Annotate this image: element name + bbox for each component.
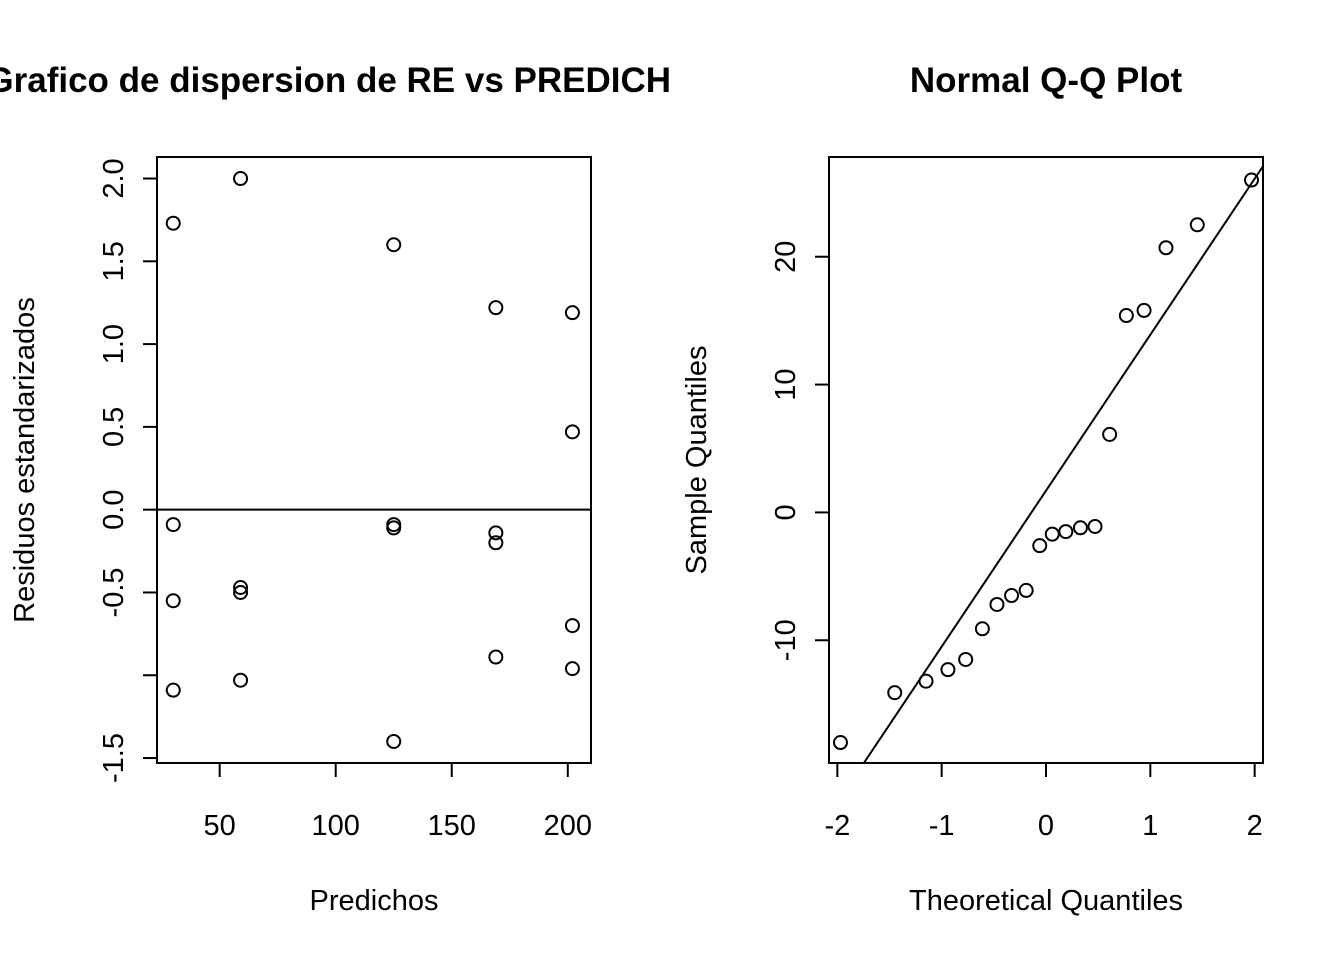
residual-point xyxy=(386,733,402,749)
residual-x-axis: 50 100 150 200 xyxy=(204,762,592,842)
qq-point xyxy=(1072,520,1088,536)
qq-point xyxy=(1044,526,1060,542)
residual-point xyxy=(564,424,580,440)
qq-y-tick-label: -10 xyxy=(770,619,802,661)
residual-point xyxy=(386,237,402,253)
residual-plot-frame xyxy=(156,156,592,764)
residual-point xyxy=(488,525,504,541)
residual-x-tick-label: 100 xyxy=(312,810,360,842)
residual-y-tick-label: 0.0 xyxy=(98,490,130,530)
residual-y-tick-label: -1.5 xyxy=(98,733,130,783)
qq-point xyxy=(1087,518,1103,534)
qq-point xyxy=(918,673,934,689)
residual-point xyxy=(488,300,504,316)
qq-plot-title: Normal Q-Q Plot xyxy=(910,61,1183,100)
qq-point xyxy=(1244,172,1260,188)
residual-y-axis-label: Residuos estandarizados xyxy=(9,297,41,623)
qq-point xyxy=(1189,217,1205,233)
qq-point xyxy=(887,685,903,701)
qq-point xyxy=(1058,524,1074,540)
qq-x-tick-label: 1 xyxy=(1142,810,1158,842)
qq-point xyxy=(974,621,990,637)
qq-y-axis-label: Sample Quantiles xyxy=(681,346,713,575)
qq-x-tick-label: 0 xyxy=(1038,810,1054,842)
qq-x-tick-label: -2 xyxy=(824,810,850,842)
qq-point xyxy=(1118,308,1134,324)
residual-y-tick-label: 0.5 xyxy=(98,407,130,447)
qq-x-axis: -2 -1 0 1 2 xyxy=(824,762,1263,842)
qq-plot-frame xyxy=(828,156,1264,764)
residual-x-tick-label: 200 xyxy=(544,810,592,842)
qq-point xyxy=(1158,240,1174,256)
residual-scatter-panel: Grafico de dispersion de RE vs PREDICHOS… xyxy=(0,61,722,917)
residual-point xyxy=(488,649,504,665)
residual-point xyxy=(386,520,402,536)
qq-reference-line-group xyxy=(862,165,1263,763)
residual-x-tick-label: 150 xyxy=(428,810,476,842)
qq-point xyxy=(1004,588,1020,604)
residual-y-tick-label: 2.0 xyxy=(98,158,130,198)
qq-points xyxy=(832,172,1260,751)
qq-point xyxy=(1032,538,1048,554)
qq-y-axis: -10 0 10 20 xyxy=(770,241,830,661)
residual-point xyxy=(233,584,249,600)
qq-point xyxy=(1018,582,1034,598)
qq-point xyxy=(1102,426,1118,442)
qq-x-tick-label: 2 xyxy=(1247,810,1263,842)
qq-x-tick-label: -1 xyxy=(929,810,955,842)
qq-point xyxy=(940,662,956,678)
qq-point xyxy=(1136,302,1152,318)
qq-point xyxy=(958,651,974,667)
residual-plot-title: Grafico de dispersion de RE vs PREDICHOS xyxy=(0,61,722,100)
residual-point xyxy=(165,682,181,698)
residual-points xyxy=(165,171,580,749)
residual-y-tick-label: 1.5 xyxy=(98,241,130,281)
qq-plot-panel: Normal Q-Q Plot Theoretical Quantiles Sa… xyxy=(681,61,1264,917)
qq-reference-line xyxy=(862,165,1263,763)
qq-y-tick-label: 20 xyxy=(770,241,802,273)
qq-point xyxy=(989,596,1005,612)
residual-point xyxy=(564,305,580,321)
qq-y-tick-label: 0 xyxy=(770,504,802,520)
residual-x-tick-label: 50 xyxy=(204,810,236,842)
qq-y-tick-label: 10 xyxy=(770,368,802,400)
residual-point xyxy=(165,215,181,231)
residual-point xyxy=(233,672,249,688)
residual-point xyxy=(564,661,580,677)
residual-point xyxy=(564,618,580,634)
qq-point xyxy=(832,735,848,751)
residual-point xyxy=(165,517,181,533)
residual-x-axis-label: Predichos xyxy=(310,885,439,917)
residual-y-axis: -1.5 -0.5 0.0 0.5 1.0 1.5 2.0 xyxy=(98,158,158,783)
residual-point xyxy=(488,535,504,551)
residual-point xyxy=(233,579,249,595)
residual-y-tick-label: 1.0 xyxy=(98,324,130,364)
residual-y-tick-label: -0.5 xyxy=(98,567,130,617)
qq-x-axis-label: Theoretical Quantiles xyxy=(909,885,1183,917)
residual-point xyxy=(233,171,249,187)
residual-point xyxy=(165,593,181,609)
